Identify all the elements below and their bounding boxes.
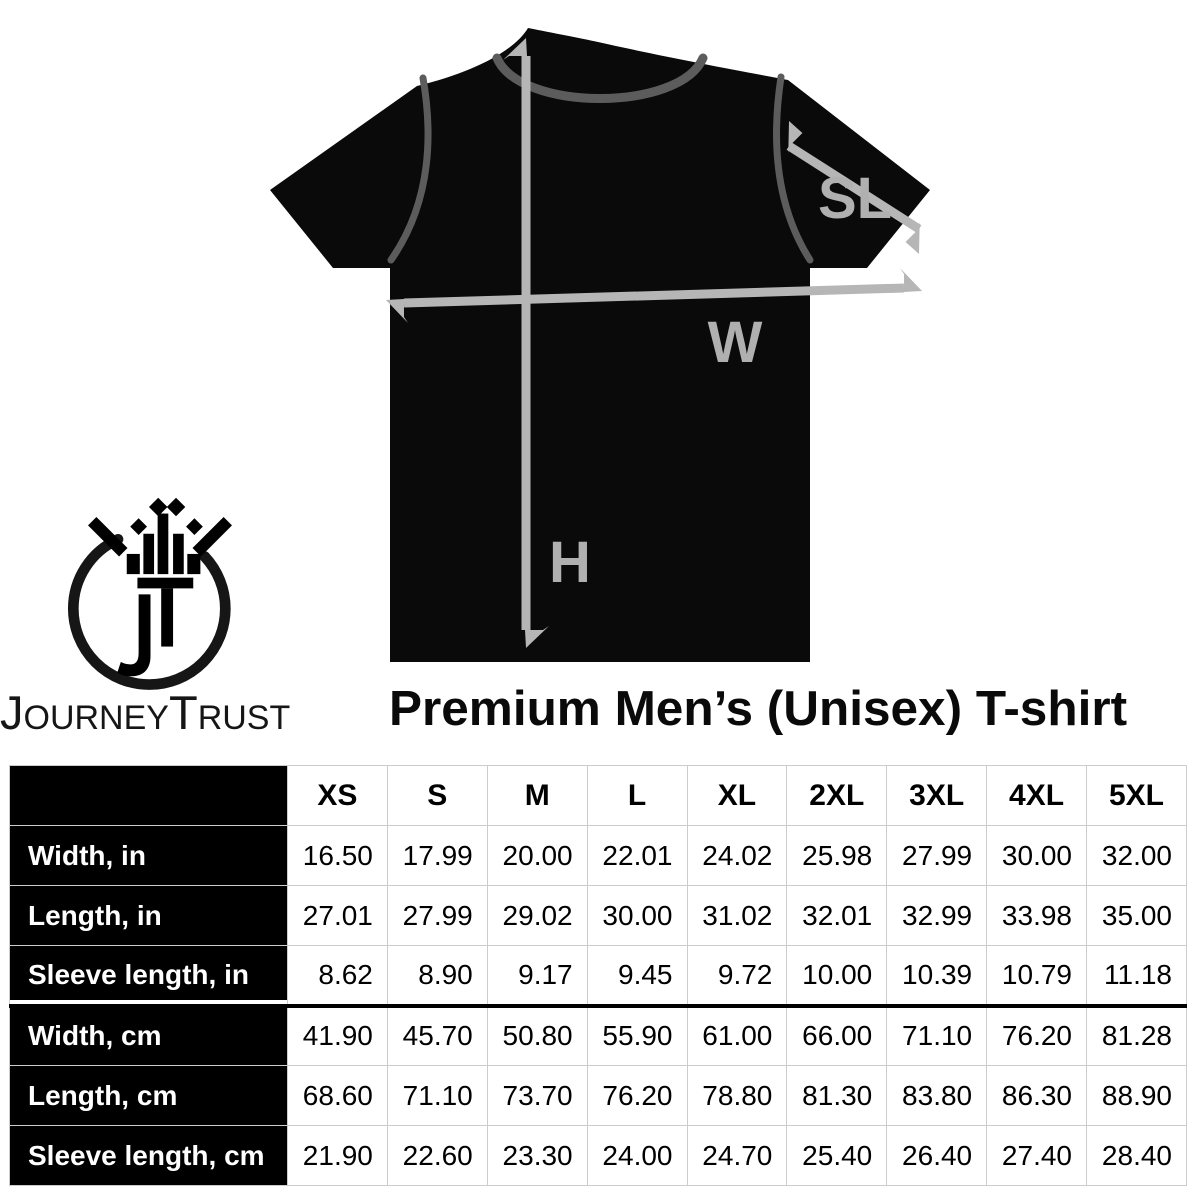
svg-text:H: H (549, 530, 591, 595)
svg-text:SL: SL (818, 166, 892, 231)
svg-text:W: W (708, 310, 763, 375)
